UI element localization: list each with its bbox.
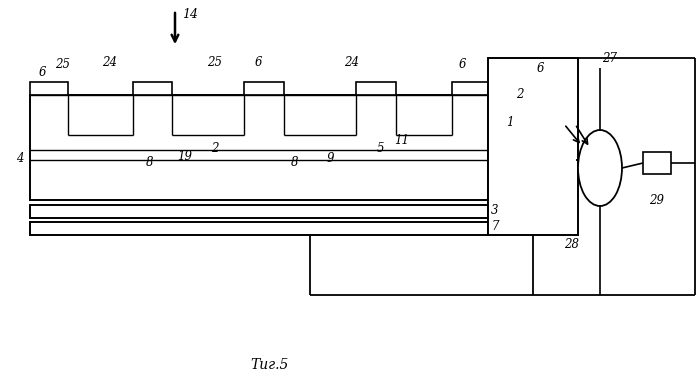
Bar (30, 95, 488, 200)
Bar (488, 58, 578, 235)
Bar (356, 82, 396, 95)
Text: Τиг.5: Τиг.5 (251, 358, 289, 372)
Text: 25: 25 (55, 58, 71, 72)
Bar (452, 82, 488, 95)
Text: 9: 9 (326, 151, 333, 164)
Text: 8: 8 (291, 156, 298, 168)
Text: 27: 27 (603, 51, 617, 65)
Bar (244, 82, 284, 95)
Bar (643, 152, 671, 174)
Text: 28: 28 (565, 238, 579, 252)
Text: 11: 11 (394, 134, 410, 147)
Ellipse shape (578, 130, 622, 206)
Text: 3: 3 (491, 204, 499, 216)
Bar (30, 205, 488, 218)
Text: 29: 29 (649, 194, 665, 207)
Text: 6: 6 (459, 58, 466, 72)
Bar (30, 222, 488, 235)
Text: 1: 1 (506, 116, 514, 130)
Text: 8: 8 (146, 156, 154, 168)
Bar (30, 82, 68, 95)
Text: 6: 6 (254, 55, 261, 68)
Text: 6: 6 (38, 67, 45, 79)
Text: 5: 5 (376, 142, 384, 154)
Text: 24: 24 (103, 55, 117, 68)
Text: 25: 25 (208, 55, 222, 68)
Text: 6: 6 (536, 62, 544, 75)
Text: 4: 4 (16, 151, 24, 164)
Text: 24: 24 (345, 55, 359, 68)
Text: 2: 2 (517, 89, 524, 101)
Text: 19: 19 (178, 151, 192, 163)
Text: 14: 14 (182, 9, 198, 22)
Text: 2: 2 (211, 142, 219, 154)
Text: 7: 7 (491, 221, 499, 233)
Bar (133, 82, 172, 95)
